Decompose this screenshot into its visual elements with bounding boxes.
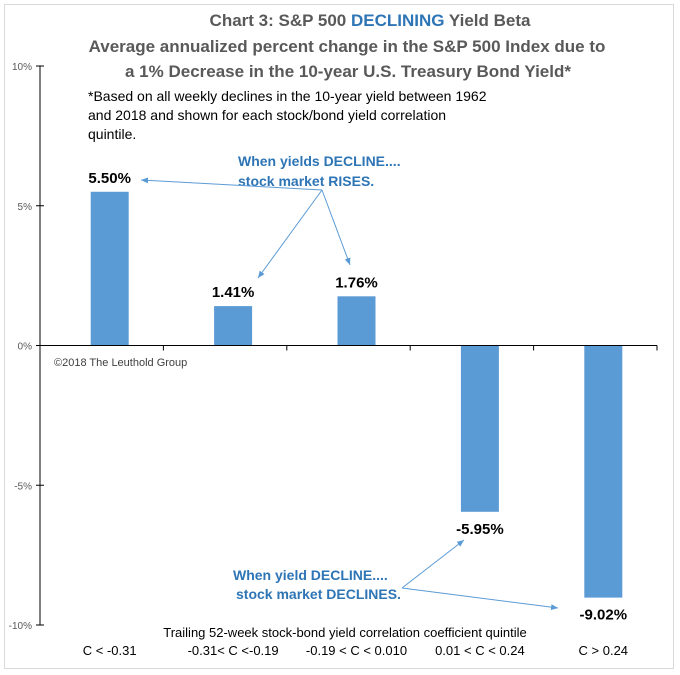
bar <box>460 345 499 512</box>
annotation-arrow <box>401 539 465 589</box>
chart-title: Chart 3: S&P 500 DECLINING Yield Beta <box>210 11 531 30</box>
chart-subtitle-line1: Average annualized percent change in the… <box>89 37 606 56</box>
footnote-line2: and 2018 and shown for each stock/bond y… <box>88 107 446 123</box>
category-label: -0.19 < C < 0.010 <box>306 643 407 658</box>
chart-frame <box>4 4 674 669</box>
y-tick-label: -10% <box>9 621 32 632</box>
category-label: C > 0.24 <box>579 643 629 658</box>
category-label: C < -0.31 <box>83 643 137 658</box>
y-tick-label: -5% <box>14 481 32 492</box>
chart-subtitle-line2: a 1% Decrease in the 10-year U.S. Treasu… <box>125 62 571 81</box>
data-label: 5.50% <box>88 170 131 187</box>
data-label: 1.76% <box>335 274 378 291</box>
annotation-arrow <box>321 189 351 266</box>
y-tick-label: 5% <box>18 202 33 213</box>
copyright: ©2018 The Leuthold Group <box>54 357 187 369</box>
y-tick-label: 0% <box>18 342 33 353</box>
annotation-arrow <box>257 189 323 279</box>
data-label: 1.41% <box>212 284 255 301</box>
category-label: -0.31< C <-0.19 <box>188 643 279 658</box>
bar <box>90 191 129 346</box>
data-label: -5.95% <box>456 521 504 538</box>
annotation-declines-line2: stock market DECLINES. <box>236 586 401 602</box>
annotation-rises-line2: stock market RISES. <box>238 173 374 189</box>
annotation-declines-line1: When yield DECLINE.... <box>233 567 388 583</box>
annotation-arrow <box>401 587 559 611</box>
footnote-line1: *Based on all weekly declines in the 10-… <box>88 88 487 104</box>
bar <box>337 296 376 346</box>
bar <box>584 345 623 598</box>
bar <box>214 306 253 346</box>
annotation-arrow <box>140 177 323 191</box>
category-label: 0.01 < C < 0.24 <box>435 643 525 658</box>
x-axis-label: Trailing 52-week stock-bond yield correl… <box>163 625 526 640</box>
annotation-rises-line1: When yields DECLINE.... <box>238 153 401 169</box>
data-label: -9.02% <box>580 607 628 624</box>
footnote-line3: quintile. <box>88 126 136 142</box>
y-tick-label: 10% <box>12 62 32 73</box>
